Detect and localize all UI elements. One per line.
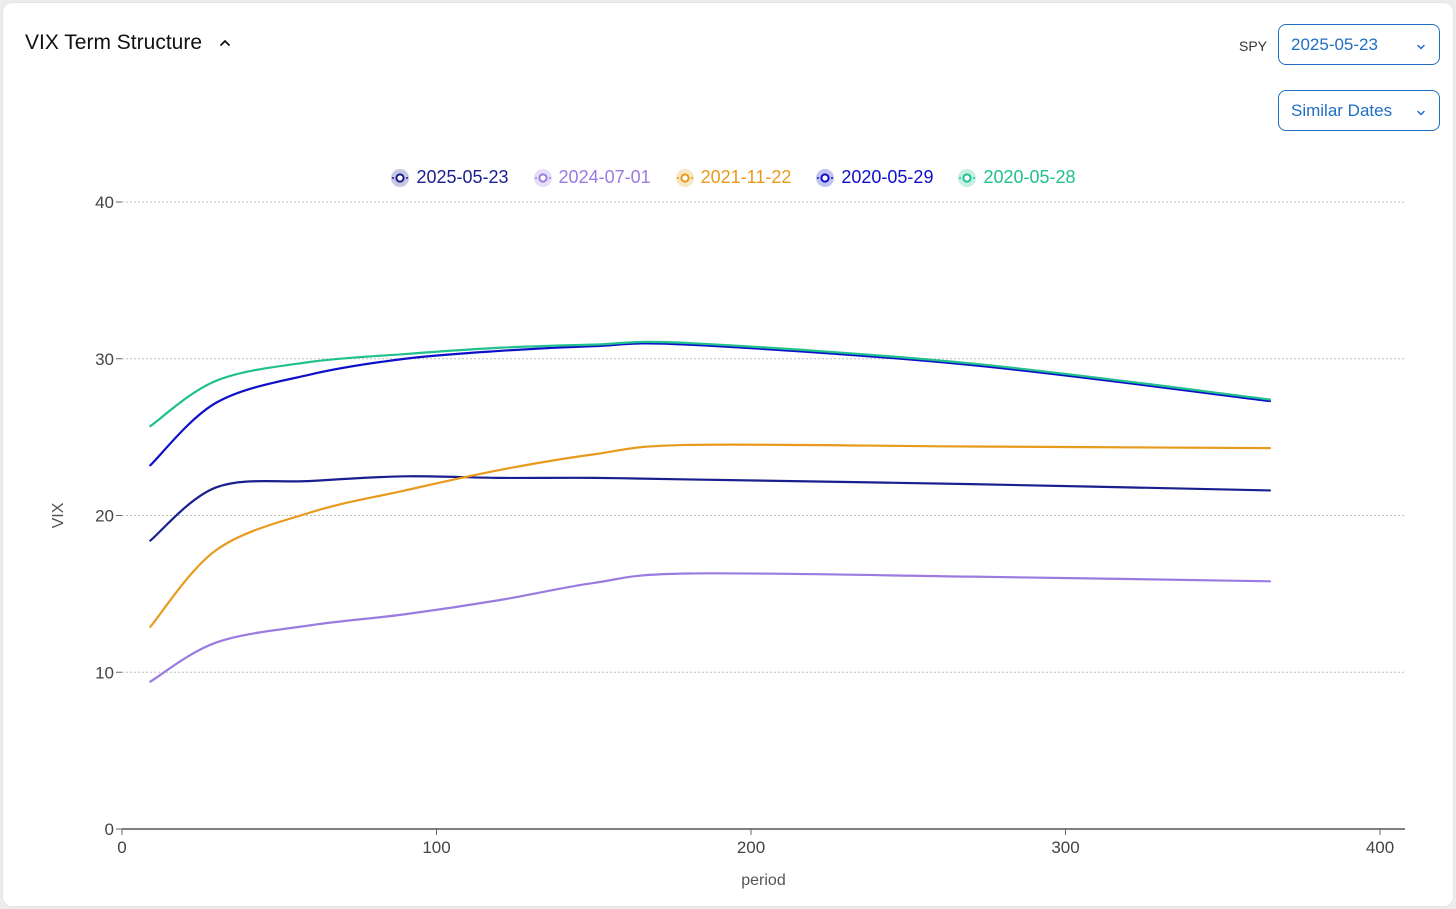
y-axis-label: VIX [50, 502, 67, 528]
series-line-2020-05-28 [149, 340, 1272, 428]
legend-item[interactable]: 2021-11-22 [675, 167, 792, 188]
series-line-2021-11-22 [149, 443, 1272, 628]
legend-marker-icon [533, 168, 552, 187]
legend-item[interactable]: 2024-07-01 [533, 167, 651, 188]
legend-marker-icon [958, 168, 977, 187]
date-select[interactable]: 2025-05-23 [1278, 24, 1440, 65]
y-tick-label: 40 [95, 193, 114, 212]
x-tick-label: 0 [117, 838, 126, 857]
legend-label: 2020-05-28 [983, 167, 1076, 187]
legend-marker-icon [816, 168, 835, 187]
legend-item[interactable]: 2020-05-28 [957, 167, 1076, 188]
y-tick-label: 10 [95, 663, 114, 682]
legend-marker-icon [675, 168, 694, 187]
y-tick-label: 0 [105, 820, 114, 839]
x-tick-label: 300 [1051, 838, 1079, 857]
x-tick-label: 200 [737, 838, 765, 857]
chevron-down-icon [1415, 104, 1427, 116]
legend-label: 2024-07-01 [558, 167, 651, 187]
legend-label: 2020-05-29 [841, 167, 934, 187]
series-line-2024-07-01 [149, 572, 1272, 683]
chart-legend: 2025-05-23 2024-07-01 2021-11-22 2020-05-29… [3, 167, 1453, 188]
similar-dates-value: Similar Dates [1291, 100, 1393, 120]
x-tick-label: 100 [422, 838, 450, 857]
chart-title: VIX Term Structure [25, 31, 203, 54]
legend-label: 2025-05-23 [416, 167, 509, 187]
ticker-label: SPY [1238, 38, 1267, 54]
legend-marker-icon [391, 168, 410, 187]
series-line-2020-05-29 [149, 342, 1272, 467]
legend-label: 2021-11-22 [700, 167, 792, 187]
series-line-2025-05-23 [149, 475, 1272, 542]
similar-dates-select[interactable]: Similar Dates [1278, 90, 1440, 131]
legend-item[interactable]: 2020-05-29 [815, 167, 933, 188]
y-tick-label: 30 [95, 350, 114, 369]
chevron-down-icon [1415, 38, 1427, 50]
x-tick-label: 400 [1366, 838, 1394, 857]
chevron-up-icon[interactable] [216, 34, 234, 52]
title-row: VIX Term Structure [25, 31, 234, 55]
date-select-value: 2025-05-23 [1291, 34, 1378, 54]
x-axis-label: period [741, 872, 785, 889]
y-tick-label: 20 [95, 507, 114, 526]
legend-item[interactable]: 2025-05-23 [390, 167, 509, 188]
